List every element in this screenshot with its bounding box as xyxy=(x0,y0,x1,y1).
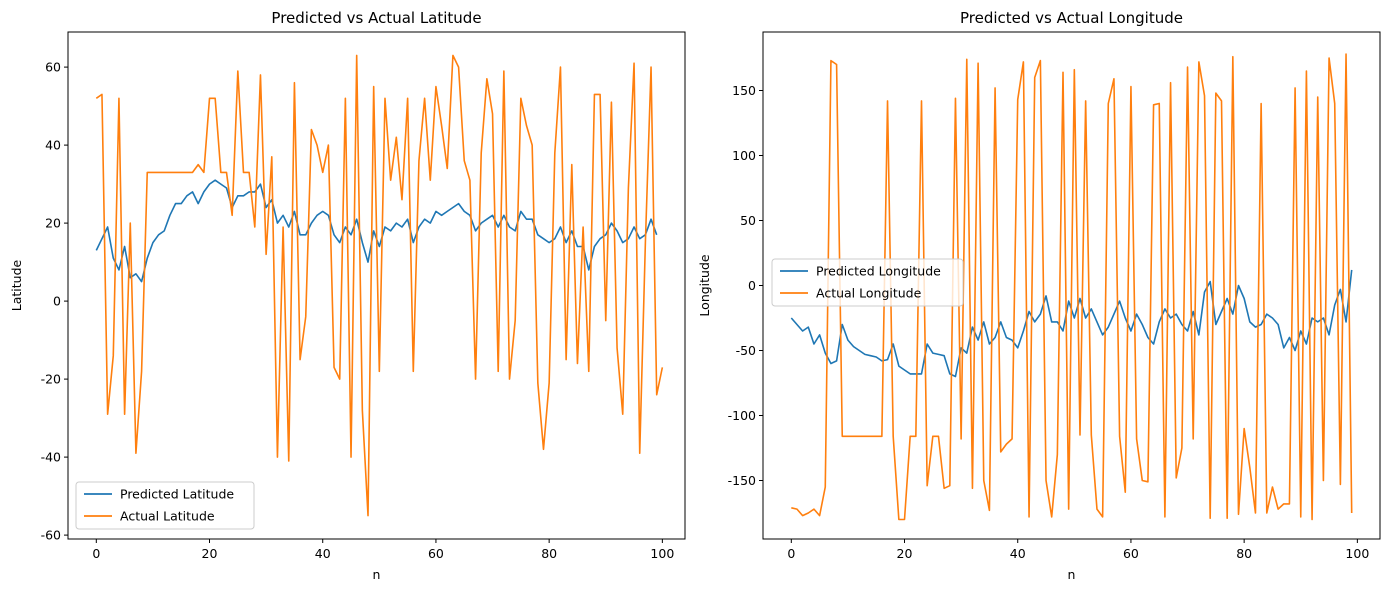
y-tick-label: -150 xyxy=(728,473,756,488)
x-tick-label: 100 xyxy=(1345,546,1369,561)
x-tick-label: 60 xyxy=(428,546,444,561)
y-tick-label: 0 xyxy=(53,294,61,309)
y-tick-label: -40 xyxy=(41,450,61,465)
y-axis-label: Latitude xyxy=(9,259,24,311)
y-tick-label: 100 xyxy=(732,148,756,163)
plot-frame xyxy=(67,31,686,540)
legend-label: Actual Latitude xyxy=(120,509,215,524)
series-line-1 xyxy=(95,54,664,517)
y-tick-label: 20 xyxy=(45,216,61,231)
y-tick-label: 60 xyxy=(45,60,61,75)
x-tick-label: 80 xyxy=(541,546,557,561)
y-axis-label: Longitude xyxy=(697,254,712,316)
chart-0: Predicted vs Actual Latitude 0 20 40 60 80 100… xyxy=(9,9,686,582)
x-tick-label: 40 xyxy=(1010,546,1026,561)
y-tick-label: -100 xyxy=(728,408,756,423)
x-tick-label: 60 xyxy=(1123,546,1139,561)
legend-box xyxy=(771,258,964,307)
chart-title: Predicted vs Actual Longitude xyxy=(960,9,1183,27)
y-tick-label: -60 xyxy=(41,528,61,543)
x-tick-label: 0 xyxy=(92,546,100,561)
x-tick-label: 20 xyxy=(202,546,218,561)
legend: Predicted Latitude Actual Latitude xyxy=(75,481,255,530)
chart-title: Predicted vs Actual Latitude xyxy=(271,9,481,27)
x-tick-label: 40 xyxy=(315,546,331,561)
chart-1: Predicted vs Actual Longitude 0 20 40 60 80 10… xyxy=(697,9,1381,582)
x-tick-label: 80 xyxy=(1236,546,1252,561)
plot-frame xyxy=(762,31,1381,540)
x-tick-label: 20 xyxy=(897,546,913,561)
y-tick-label: 40 xyxy=(45,138,61,153)
y-tick-label: -20 xyxy=(41,372,61,387)
legend-label: Actual Longitude xyxy=(816,286,922,301)
x-tick-label: 0 xyxy=(787,546,795,561)
legend-box xyxy=(75,481,255,530)
legend-label: Predicted Longitude xyxy=(816,264,941,279)
y-tick-label: -50 xyxy=(736,343,756,358)
x-axis-label: n xyxy=(1068,567,1076,582)
y-tick-label: 50 xyxy=(740,213,756,228)
y-tick-label: 0 xyxy=(748,278,756,293)
legend: Predicted Longitude Actual Longitude xyxy=(771,258,964,307)
x-axis-label: n xyxy=(373,567,381,582)
legend-label: Predicted Latitude xyxy=(120,487,234,502)
x-tick-label: 100 xyxy=(650,546,674,561)
y-tick-label: 150 xyxy=(732,83,756,98)
